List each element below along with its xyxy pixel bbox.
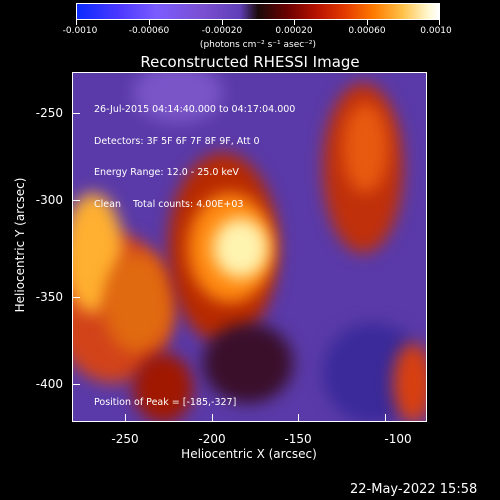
colorbar-tick-label: -0.00020: [201, 26, 243, 36]
colorbar-tick: [367, 19, 368, 25]
colorbar-units: (photons cm⁻² s⁻¹ asec⁻²): [199, 40, 317, 50]
x-tick: [212, 414, 213, 422]
y-axis-label: Heliocentric Y (arcsec): [13, 177, 27, 313]
emission-peak: [213, 218, 268, 278]
colorbar-tick-label: 0.0010: [420, 26, 452, 36]
y-tick: [72, 384, 80, 385]
colorbar-tick: [149, 19, 150, 25]
colorbar-tick: [294, 19, 295, 25]
emission-region: [103, 253, 173, 353]
y-tick-label: -400: [35, 377, 63, 391]
energy-range: Energy Range: 12.0 - 25.0 keV: [94, 167, 239, 178]
x-tick: [298, 414, 299, 422]
colorbar-tick-label: -0.0010: [62, 26, 98, 36]
colorbar-tick: [439, 19, 440, 25]
footer-date: 22-May-2022 15:58: [350, 482, 478, 497]
rhessi-image: [72, 72, 427, 422]
clean-counts: Clean Total counts: 4.00E+03: [94, 198, 244, 210]
peak-position: Position of Peak = [-185,-327]: [94, 397, 237, 408]
colorbar: [76, 3, 440, 20]
x-axis-label: Heliocentric X (arcsec): [181, 447, 317, 461]
y-tick: [72, 113, 80, 114]
colorbar-tick-label: -0.00060: [128, 26, 170, 36]
colorbar-tick: [76, 19, 77, 25]
emission-region: [133, 353, 193, 421]
colorbar-tick-label: 0.00020: [275, 26, 313, 36]
x-tick-label: -200: [198, 432, 226, 446]
y-tick: [72, 200, 80, 201]
x-tick: [385, 414, 386, 422]
y-tick-label: -300: [35, 193, 63, 207]
emission-region: [343, 103, 388, 193]
detectors: Detectors: 3F 5F 6F 7F 8F 9F, Att 0: [94, 135, 260, 147]
y-tick-label: -250: [35, 106, 63, 120]
y-tick: [72, 297, 80, 298]
colorbar-tick-label: 0.00060: [348, 26, 386, 36]
image-info: 26-Jul-2015 04:14:40.000 to 04:17:04.000…: [94, 84, 295, 221]
emission-region: [133, 73, 223, 123]
x-tick: [125, 414, 126, 422]
x-tick-label: -150: [284, 432, 312, 446]
x-tick-label: -100: [384, 432, 412, 446]
time-range: 26-Jul-2015 04:14:40.000 to 04:17:04.000: [94, 104, 296, 115]
image-title: Reconstructed RHESSI Image: [140, 53, 360, 71]
emission-region: [393, 343, 426, 421]
x-tick-label: -250: [111, 432, 139, 446]
colorbar-tick: [222, 19, 223, 25]
emission-region: [203, 323, 293, 403]
y-tick-label: -350: [35, 290, 63, 304]
